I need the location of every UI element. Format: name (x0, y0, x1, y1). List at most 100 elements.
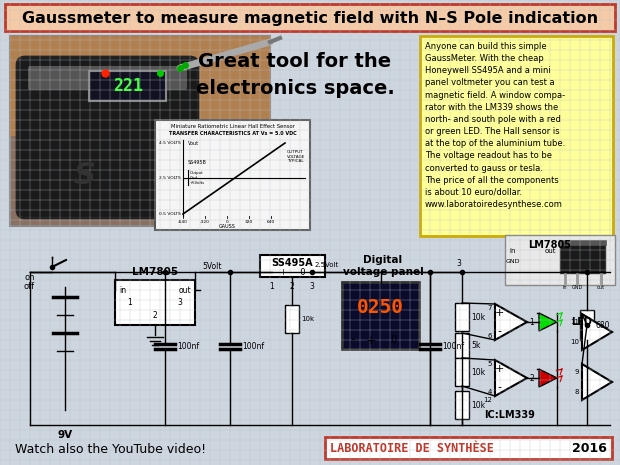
FancyBboxPatch shape (420, 36, 613, 236)
Text: 10: 10 (570, 339, 579, 345)
Text: 0: 0 (390, 335, 396, 345)
Text: 6: 6 (487, 333, 492, 339)
Text: 11: 11 (570, 319, 579, 325)
Text: Miniature Ratiometric Linear Hall Effect Sensor: Miniature Ratiometric Linear Hall Effect… (170, 124, 294, 128)
Text: 4.5 VOLTS: 4.5 VOLTS (159, 141, 181, 145)
Text: LM7805: LM7805 (132, 267, 178, 277)
Polygon shape (582, 364, 612, 400)
Text: 10k: 10k (471, 367, 485, 377)
Text: SS495A: SS495A (272, 258, 313, 268)
FancyBboxPatch shape (455, 333, 469, 358)
Text: 2: 2 (153, 311, 157, 319)
Polygon shape (539, 369, 557, 387)
Text: on: on (25, 272, 35, 281)
Text: 100nf: 100nf (442, 342, 464, 351)
FancyBboxPatch shape (455, 358, 469, 386)
Text: 3: 3 (309, 282, 314, 291)
FancyBboxPatch shape (89, 71, 166, 101)
FancyBboxPatch shape (155, 120, 310, 230)
Polygon shape (495, 304, 527, 340)
Text: 10k: 10k (301, 316, 314, 322)
Text: 2.5 VOLTS: 2.5 VOLTS (159, 176, 181, 180)
Text: 1: 1 (270, 282, 275, 291)
FancyBboxPatch shape (505, 235, 615, 285)
Text: 12: 12 (483, 397, 492, 403)
Text: 8: 8 (575, 389, 579, 395)
Text: LABORATOIRE DE SYNTHÈSE: LABORATOIRE DE SYNTHÈSE (330, 441, 494, 454)
Polygon shape (495, 360, 527, 396)
Text: -: - (497, 326, 501, 336)
FancyBboxPatch shape (325, 437, 612, 459)
FancyBboxPatch shape (580, 310, 594, 340)
Text: 680: 680 (596, 320, 611, 330)
Text: Gaussmeter to measure magnetic field with N–S Pole indication: Gaussmeter to measure magnetic field wit… (22, 11, 598, 26)
Text: 9V: 9V (58, 430, 73, 440)
Text: Gnd: Gnd (190, 176, 198, 180)
Text: Great tool for the
electronics space.: Great tool for the electronics space. (196, 52, 394, 98)
Text: +5Volts: +5Volts (190, 181, 205, 185)
Text: out: out (179, 286, 191, 294)
Text: in: in (119, 286, 126, 294)
FancyBboxPatch shape (342, 282, 419, 349)
Text: -640: -640 (178, 220, 188, 224)
Text: out: out (544, 248, 556, 254)
Text: LM7805: LM7805 (528, 240, 572, 250)
Text: Vout: Vout (188, 141, 199, 146)
FancyBboxPatch shape (260, 255, 325, 277)
Text: GND: GND (506, 259, 520, 264)
FancyBboxPatch shape (285, 305, 299, 333)
Polygon shape (582, 314, 612, 350)
Text: +: + (494, 308, 503, 318)
Text: Watch also the YouTube video!: Watch also the YouTube video! (15, 443, 206, 456)
FancyBboxPatch shape (17, 57, 198, 218)
Text: 0250: 0250 (357, 298, 404, 317)
Text: 100nf: 100nf (177, 342, 199, 351)
Text: SS495B: SS495B (188, 160, 207, 165)
Polygon shape (539, 313, 557, 331)
Text: -: - (351, 333, 355, 346)
FancyBboxPatch shape (10, 36, 270, 226)
Text: 4: 4 (487, 389, 492, 395)
Text: off: off (24, 281, 35, 291)
FancyBboxPatch shape (560, 243, 605, 273)
Text: 5Volt: 5Volt (202, 262, 221, 271)
Text: 0: 0 (226, 220, 228, 224)
Text: 2: 2 (529, 373, 534, 383)
Text: -320: -320 (200, 220, 210, 224)
Text: 100nf: 100nf (242, 342, 264, 351)
FancyBboxPatch shape (455, 303, 469, 331)
Text: GAUSS: GAUSS (219, 224, 236, 229)
FancyBboxPatch shape (10, 36, 270, 136)
Text: 3: 3 (177, 298, 182, 306)
Text: 0.5 VOLTS: 0.5 VOLTS (159, 212, 181, 216)
Text: +: + (366, 333, 376, 346)
Text: 221: 221 (113, 77, 143, 95)
Text: 7: 7 (487, 305, 492, 311)
Text: 2016: 2016 (572, 441, 607, 454)
Text: Output: Output (190, 171, 203, 175)
Text: OUTPUT
VOLTAGE
TYPICAL: OUTPUT VOLTAGE TYPICAL (287, 150, 306, 163)
Text: 640: 640 (267, 220, 275, 224)
Text: GND: GND (572, 285, 583, 290)
Text: +  -  0: + - 0 (280, 267, 305, 277)
Text: 5k: 5k (471, 340, 480, 350)
FancyBboxPatch shape (559, 240, 606, 245)
Text: 9: 9 (575, 369, 579, 375)
FancyBboxPatch shape (28, 66, 187, 90)
Text: 2: 2 (290, 282, 294, 291)
Text: Anyone can build this simple
GaussMeter. With the cheap
Honeywell SS495A and a m: Anyone can build this simple GaussMeter.… (425, 42, 565, 209)
Text: 10k: 10k (471, 312, 485, 321)
Text: in: in (563, 285, 567, 290)
Text: 1: 1 (128, 298, 133, 306)
Text: Digital
voltage panel: Digital voltage panel (343, 255, 423, 277)
Text: -: - (497, 382, 501, 392)
Text: 3: 3 (456, 259, 461, 268)
FancyBboxPatch shape (115, 280, 195, 325)
FancyBboxPatch shape (455, 391, 469, 419)
FancyBboxPatch shape (5, 4, 615, 31)
Text: 5: 5 (487, 361, 492, 367)
Text: 10k: 10k (471, 400, 485, 410)
Text: 1: 1 (529, 318, 534, 326)
Text: 2.5Volt: 2.5Volt (315, 262, 339, 268)
Text: S: S (74, 160, 96, 190)
